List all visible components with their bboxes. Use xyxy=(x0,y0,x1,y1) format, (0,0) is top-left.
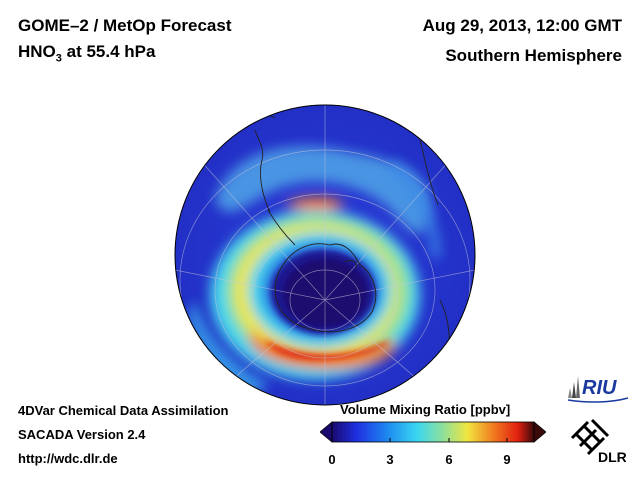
colorbar-tick-9: 9 xyxy=(503,452,511,467)
riu-logo: RIU xyxy=(567,376,629,403)
footer-url[interactable]: http://wdc.dlr.de xyxy=(18,451,118,466)
species-name: HNO xyxy=(18,42,56,61)
pressure-level: at 55.4 hPa xyxy=(61,42,156,61)
region-label: Southern Hemisphere xyxy=(445,46,622,65)
dlr-logo: DLR xyxy=(570,418,626,465)
colorbar-tick-3: 3 xyxy=(386,452,394,467)
colorbar xyxy=(320,421,546,443)
footer-version: SACADA Version 2.4 xyxy=(18,427,146,442)
footer-method: 4DVar Chemical Data Assimilation xyxy=(18,403,229,418)
colorbar-tick-6: 6 xyxy=(445,452,453,467)
colorbar-title: Volume Mixing Ratio [ppbv] xyxy=(340,402,511,417)
dlr-logo-text: DLR xyxy=(598,449,626,465)
species-subscript: 3 xyxy=(55,52,62,65)
species-level: HNO3 at 55.4 hPa xyxy=(18,42,155,64)
product-title: GOME–2 / MetOp Forecast xyxy=(18,16,232,35)
colorbar-tick-0: 0 xyxy=(328,452,336,467)
riu-logo-text: RIU xyxy=(582,377,617,399)
forecast-date: Aug 29, 2013, 12:00 GMT xyxy=(422,16,622,35)
